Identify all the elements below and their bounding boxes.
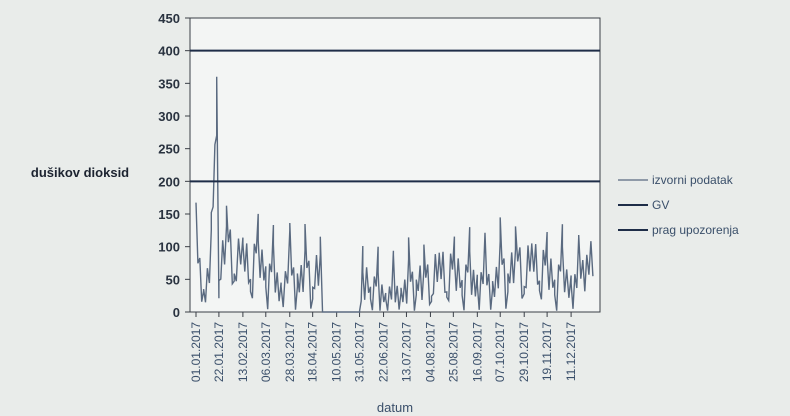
axes: 450 400 350 300 250 200 150 100 50 0 01.01.2017 22.… bbox=[158, 11, 601, 382]
y-tick-label: 0 bbox=[173, 305, 180, 320]
x-tick-label: 06.03.2017 bbox=[259, 322, 273, 382]
x-tick-label: 31.05.2017 bbox=[353, 322, 367, 382]
x-tick-label: 28.03.2017 bbox=[283, 322, 297, 382]
y-tick-label: 300 bbox=[158, 109, 180, 124]
y-tick-label: 50 bbox=[166, 272, 180, 287]
x-tick-label: 11.12.2017 bbox=[564, 322, 578, 381]
y-tick-label: 450 bbox=[158, 11, 180, 26]
series-layer bbox=[190, 49, 600, 313]
x-axis-label: datum bbox=[377, 400, 413, 415]
legend: izvorni podatak GV prag upozorenja bbox=[618, 173, 739, 237]
x-tick-label: 29.10.2017 bbox=[517, 322, 531, 382]
x-tick-label: 22.01.2017 bbox=[212, 322, 226, 382]
x-tick-label: 18.04.2017 bbox=[306, 322, 320, 382]
plot-area bbox=[189, 17, 601, 313]
x-tick-label: 22.06.2017 bbox=[377, 322, 391, 382]
x-tick-label: 10.05.2017 bbox=[330, 322, 344, 382]
x-tick-label: 04.08.2017 bbox=[423, 322, 437, 382]
x-tick-label: 25.08.2017 bbox=[446, 322, 460, 382]
x-tick-label: 13.07.2017 bbox=[399, 322, 413, 382]
legend-label: prag upozorenja bbox=[652, 223, 739, 237]
x-tick-label: 16.09.2017 bbox=[470, 322, 484, 382]
x-tick-label: 13.02.2017 bbox=[236, 322, 250, 382]
y-tick-label: 150 bbox=[158, 207, 180, 222]
legend-label: GV bbox=[652, 198, 669, 212]
y-tick-label: 250 bbox=[158, 142, 180, 157]
labels: dušikov dioksid datum bbox=[31, 165, 413, 415]
y-tick-label: 400 bbox=[158, 44, 180, 59]
y-tick-label: 200 bbox=[158, 174, 180, 189]
legend-label: izvorni podatak bbox=[652, 173, 734, 187]
series-izvorni-podatak bbox=[195, 76, 594, 313]
x-tick-label: 07.10.2017 bbox=[493, 322, 507, 382]
y-axis-label: dušikov dioksid bbox=[31, 165, 129, 180]
y-tick-label: 100 bbox=[158, 240, 180, 255]
x-tick-label: 01.01.2017 bbox=[189, 322, 203, 382]
y-tick-label: 350 bbox=[158, 76, 180, 91]
x-tick-label: 19.11.2017 bbox=[540, 322, 554, 381]
